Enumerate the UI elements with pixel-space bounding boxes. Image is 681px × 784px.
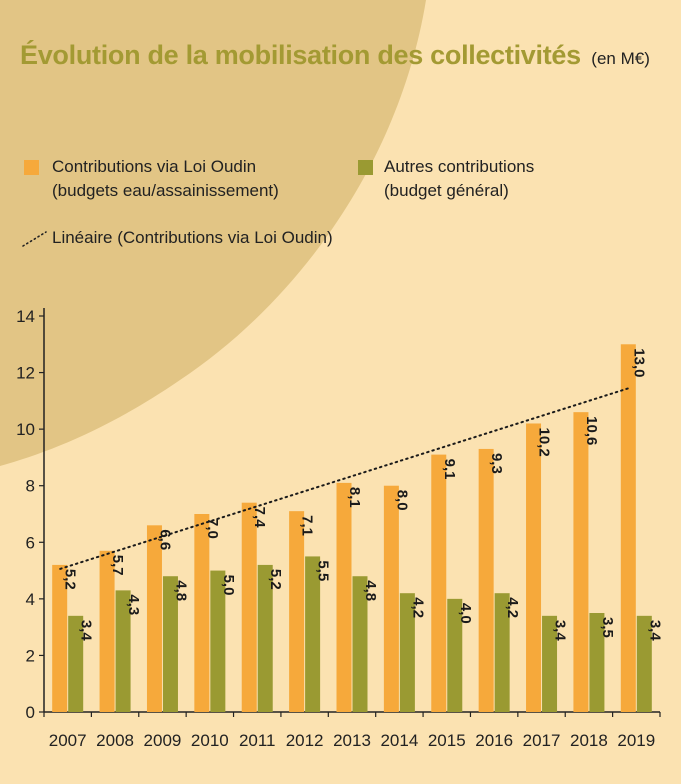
data-label: 9,3 (488, 453, 505, 474)
bar-autres (447, 598, 463, 712)
data-label: 5,2 (62, 569, 79, 590)
legend-autres-line2: (budget général) (384, 181, 509, 200)
data-label: 7,4 (251, 507, 268, 529)
legend-swatch-loi-oudin (24, 160, 39, 175)
bar-loi-oudin (241, 502, 257, 712)
title-unit: (en M€) (591, 49, 650, 68)
trendline-lineaire (59, 387, 630, 570)
data-label: 4,2 (409, 597, 426, 618)
data-label: 4,3 (125, 594, 142, 615)
data-label: 13,0 (630, 348, 647, 377)
x-tick-label: 2007 (49, 731, 87, 750)
x-tick-label: 2013 (333, 731, 371, 750)
data-label: 8,1 (346, 487, 363, 508)
data-label: 7,1 (299, 515, 316, 536)
legend-label-autres: Autres contributions (budget général) (384, 155, 534, 203)
bar-autres (210, 570, 226, 712)
data-label: 4,0 (457, 603, 474, 624)
legend-label-loi-oudin: Contributions via Loi Oudin (budgets eau… (52, 155, 279, 203)
bar-loi-oudin (289, 511, 305, 712)
data-label: 10,6 (583, 416, 600, 445)
legend-dotted-line-icon (22, 231, 47, 247)
data-label: 3,4 (552, 620, 569, 642)
bar-autres (399, 593, 415, 712)
data-label: 10,2 (536, 427, 553, 456)
bar-loi-oudin (52, 564, 68, 712)
x-tick-label: 2019 (617, 731, 655, 750)
data-label: 4,8 (172, 580, 189, 601)
data-label: 9,1 (441, 459, 458, 480)
legend-label-lineaire: Linéaire (Contributions via Loi Oudin) (52, 228, 333, 247)
data-label: 4,8 (362, 580, 379, 601)
data-label: 3,5 (599, 617, 616, 638)
y-tick-label: 14 (16, 307, 35, 326)
data-label: 8,0 (393, 490, 410, 511)
x-tick-label: 2010 (191, 731, 229, 750)
data-label: 5,7 (109, 555, 126, 576)
y-tick-label: 8 (26, 477, 35, 496)
bar-autres (115, 590, 131, 712)
title-text: Évolution de la mobilisation des collect… (20, 40, 581, 70)
x-tick-label: 2012 (286, 731, 324, 750)
y-tick-label: 2 (26, 646, 35, 665)
data-label: 4,2 (504, 597, 521, 618)
y-tick-label: 10 (16, 420, 35, 439)
bar-autres (589, 613, 605, 712)
legend-loi-oudin-line2: (budgets eau/assainissement) (52, 181, 279, 200)
x-tick-label: 2017 (523, 731, 561, 750)
data-label: 5,2 (267, 569, 284, 590)
bar-autres (542, 615, 558, 712)
bar-loi-oudin (573, 412, 589, 712)
bar-autres (494, 593, 510, 712)
y-tick-label: 12 (16, 364, 35, 383)
legend-loi-oudin-line1: Contributions via Loi Oudin (52, 157, 257, 176)
legend-autres-line1: Autres contributions (384, 157, 535, 176)
bar-autres (305, 556, 321, 712)
y-tick-label: 0 (26, 703, 35, 722)
y-tick-label: 4 (26, 590, 35, 609)
x-tick-label: 2018 (570, 731, 608, 750)
bar-loi-oudin (99, 550, 115, 712)
x-tick-label: 2016 (475, 731, 513, 750)
bar-loi-oudin (194, 514, 210, 712)
data-label: 6,6 (156, 529, 173, 550)
y-tick-label: 6 (26, 533, 35, 552)
bar-loi-oudin (431, 454, 447, 712)
x-tick-label: 2011 (239, 731, 276, 750)
bar-loi-oudin (383, 485, 399, 712)
bar-loi-oudin (526, 423, 542, 712)
data-label: 5,5 (315, 560, 332, 581)
x-tick-label: 2008 (96, 731, 134, 750)
x-tick-label: 2009 (144, 731, 182, 750)
data-label: 3,4 (646, 620, 663, 642)
bar-loi-oudin (620, 344, 636, 712)
bar-autres (162, 576, 178, 712)
legend-swatch-autres (358, 160, 373, 175)
x-tick-label: 2015 (428, 731, 466, 750)
bar-autres (257, 564, 273, 712)
data-label: 7,0 (204, 518, 221, 539)
bar-autres (636, 615, 652, 712)
bar-autres (68, 615, 84, 712)
bar-loi-oudin (336, 482, 352, 712)
data-label: 3,4 (78, 620, 95, 642)
bar-loi-oudin (146, 525, 162, 712)
bar-autres (352, 576, 368, 712)
chart-title: Évolution de la mobilisation des collect… (20, 40, 650, 71)
bar-loi-oudin (478, 448, 494, 712)
data-label: 5,0 (220, 575, 237, 596)
x-tick-label: 2014 (380, 731, 418, 750)
